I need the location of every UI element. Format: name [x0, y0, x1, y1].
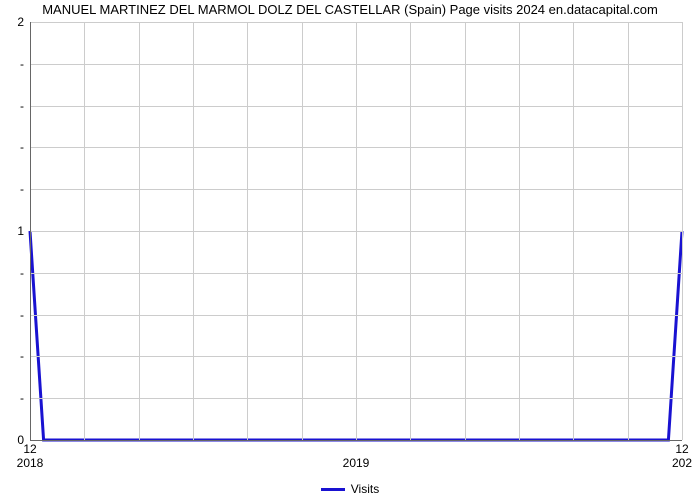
y-minor-tick: -	[20, 57, 24, 71]
gridline-horizontal	[30, 106, 682, 107]
x-tick-label-bottom: 202	[672, 456, 692, 470]
gridline-horizontal	[30, 273, 682, 274]
y-minor-tick: -	[20, 140, 24, 154]
legend: Visits	[0, 481, 700, 496]
chart-title: MANUEL MARTINEZ DEL MARMOL DOLZ DEL CAST…	[0, 2, 700, 17]
x-tick-label-top: 12	[675, 442, 688, 456]
y-minor-tick: -	[20, 349, 24, 363]
legend-swatch	[321, 488, 345, 491]
x-tick-label-bottom: 2019	[343, 456, 370, 470]
gridline-horizontal	[30, 22, 682, 23]
gridline-horizontal	[30, 189, 682, 190]
x-axis-line	[30, 440, 682, 441]
y-minor-tick: -	[20, 182, 24, 196]
y-minor-tick: -	[20, 99, 24, 113]
y-minor-tick: -	[20, 266, 24, 280]
y-minor-tick: -	[20, 308, 24, 322]
gridline-horizontal	[30, 147, 682, 148]
gridline-horizontal	[30, 398, 682, 399]
y-tick-label: 1	[17, 224, 24, 238]
chart-container: MANUEL MARTINEZ DEL MARMOL DOLZ DEL CAST…	[0, 0, 700, 500]
plot-area: 012--------122018201912202	[30, 22, 682, 440]
x-tick-label-top: 12	[23, 442, 36, 456]
y-tick-label: 2	[17, 15, 24, 29]
gridline-horizontal	[30, 356, 682, 357]
gridline-horizontal	[30, 315, 682, 316]
y-minor-tick: -	[20, 391, 24, 405]
y-axis-line	[30, 22, 31, 440]
gridline-vertical	[682, 22, 683, 440]
legend-label: Visits	[351, 482, 379, 496]
gridline-horizontal	[30, 64, 682, 65]
x-tick-label-bottom: 2018	[17, 456, 44, 470]
gridline-horizontal	[30, 231, 682, 232]
